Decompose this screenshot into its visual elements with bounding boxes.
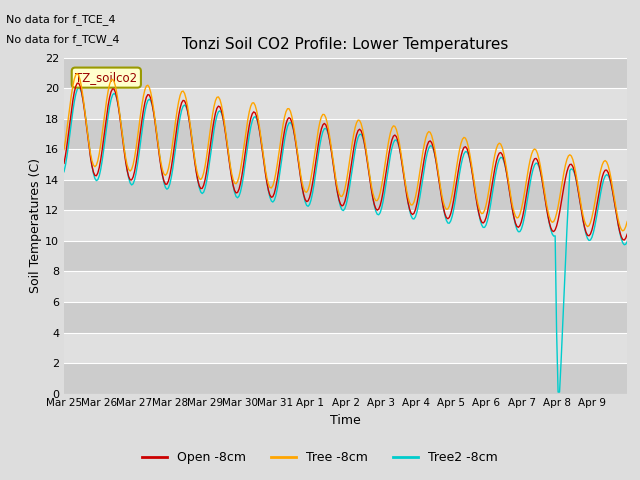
Bar: [64, 58, 627, 88]
Bar: [64, 180, 627, 210]
Title: Tonzi Soil CO2 Profile: Lower Temperatures: Tonzi Soil CO2 Profile: Lower Temperatur…: [182, 37, 509, 52]
Bar: [64, 271, 627, 302]
Legend: Open -8cm, Tree -8cm, Tree2 -8cm: Open -8cm, Tree -8cm, Tree2 -8cm: [137, 446, 503, 469]
Text: No data for f_TCE_4: No data for f_TCE_4: [6, 14, 116, 25]
Text: No data for f_TCW_4: No data for f_TCW_4: [6, 34, 120, 45]
Text: TZ_soilco2: TZ_soilco2: [76, 71, 138, 84]
Bar: [64, 88, 627, 119]
Bar: [64, 241, 627, 271]
Bar: [64, 302, 627, 333]
X-axis label: Time: Time: [330, 414, 361, 427]
Bar: [64, 149, 627, 180]
Bar: [64, 363, 627, 394]
Bar: [64, 119, 627, 149]
Bar: [64, 333, 627, 363]
Bar: [64, 210, 627, 241]
Y-axis label: Soil Temperatures (C): Soil Temperatures (C): [29, 158, 42, 293]
